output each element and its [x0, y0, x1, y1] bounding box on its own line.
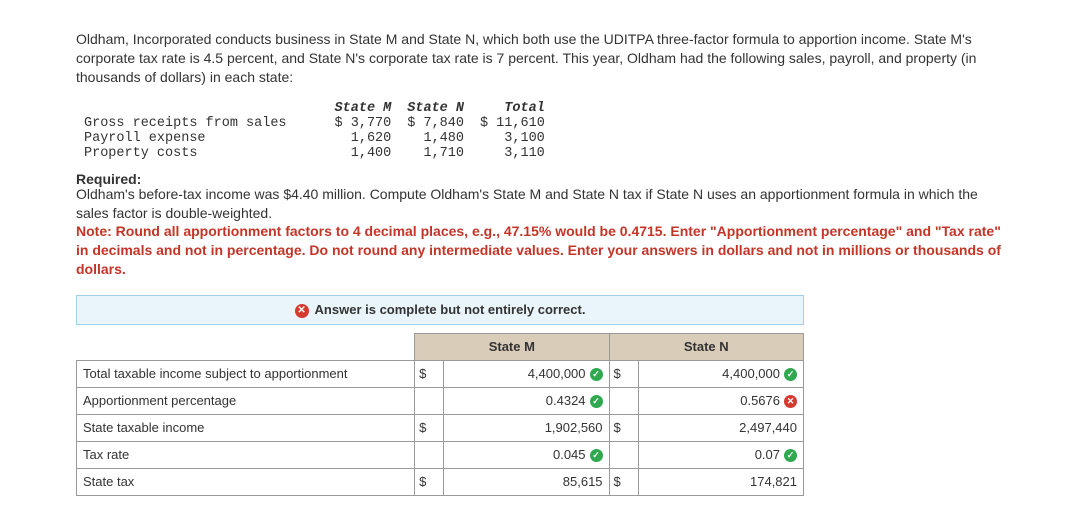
table-row: Total taxable income subject to apportio… — [77, 360, 804, 387]
cell: 1,620 — [327, 131, 400, 146]
value-cell[interactable]: 85,615 — [444, 468, 609, 495]
row-label: State taxable income — [77, 414, 415, 441]
cell: 1,710 — [399, 146, 472, 161]
value: 0.07 — [755, 447, 780, 462]
value-cell[interactable]: 0.5676 ✕ — [638, 387, 803, 414]
currency-cell: $ — [415, 468, 444, 495]
currency-cell: $ — [609, 414, 638, 441]
answer-table: State M State N Total taxable income sub… — [76, 333, 804, 496]
value: 85,615 — [563, 474, 603, 489]
cell: 1,480 — [399, 131, 472, 146]
currency-cell — [609, 441, 638, 468]
cell: 3,110 — [472, 146, 553, 161]
value: 0.045 — [553, 447, 586, 462]
problem-statement: Oldham, Incorporated conducts business i… — [76, 30, 1004, 87]
banner-text: Answer is complete but not entirely corr… — [315, 302, 586, 317]
value: 2,497,440 — [739, 420, 797, 435]
table-row: Payroll expense 1,620 1,480 3,100 — [76, 131, 553, 146]
answer-header-n: State N — [609, 333, 803, 360]
value: 174,821 — [750, 474, 797, 489]
cell: $ 3,770 — [327, 116, 400, 131]
cross-icon: ✕ — [784, 395, 797, 408]
value-cell[interactable]: 0.045 ✓ — [444, 441, 609, 468]
table-row: Property costs 1,400 1,710 3,110 — [76, 146, 553, 161]
row-label: Apportionment percentage — [77, 387, 415, 414]
cell: $ 7,840 — [399, 116, 472, 131]
value: 4,400,000 — [528, 366, 586, 381]
value-cell[interactable]: 4,400,000 ✓ — [444, 360, 609, 387]
currency-cell — [415, 441, 444, 468]
row-label: Tax rate — [77, 441, 415, 468]
check-icon: ✓ — [590, 368, 603, 381]
value-cell[interactable]: 2,497,440 — [638, 414, 803, 441]
row-label: Payroll expense — [76, 131, 327, 146]
cell: $ 11,610 — [472, 116, 553, 131]
currency-cell: $ — [609, 360, 638, 387]
note-text: Note: Round all apportionment factors to… — [76, 223, 1001, 277]
data-table-header-n: State N — [399, 101, 472, 116]
currency-cell — [609, 387, 638, 414]
table-row: State tax $ 85,615 $ 174,821 — [77, 468, 804, 495]
data-table: State M State N Total Gross receipts fro… — [76, 101, 553, 161]
check-icon: ✓ — [784, 449, 797, 462]
cell: 3,100 — [472, 131, 553, 146]
cell: 1,400 — [327, 146, 400, 161]
check-icon: ✓ — [590, 395, 603, 408]
value: 0.4324 — [546, 393, 586, 408]
answer-area: ✕ Answer is complete but not entirely cor… — [76, 295, 804, 496]
row-label: Gross receipts from sales — [76, 116, 327, 131]
table-row: Gross receipts from sales $ 3,770 $ 7,84… — [76, 116, 553, 131]
value-cell[interactable]: 0.4324 ✓ — [444, 387, 609, 414]
row-label: State tax — [77, 468, 415, 495]
row-label: Total taxable income subject to apportio… — [77, 360, 415, 387]
check-icon: ✓ — [784, 368, 797, 381]
check-icon: ✓ — [590, 449, 603, 462]
currency-cell — [415, 387, 444, 414]
currency-cell: $ — [415, 414, 444, 441]
value: 0.5676 — [740, 393, 780, 408]
currency-cell: $ — [609, 468, 638, 495]
value-cell[interactable]: 1,902,560 — [444, 414, 609, 441]
value-cell[interactable]: 0.07 ✓ — [638, 441, 803, 468]
corner-cell — [77, 333, 415, 360]
table-row: State taxable income $ 1,902,560 $ 2,497… — [77, 414, 804, 441]
table-row: Tax rate 0.045 ✓ 0.07 ✓ — [77, 441, 804, 468]
required-text: Oldham's before-tax income was $4.40 mil… — [76, 186, 978, 221]
currency-cell: $ — [415, 360, 444, 387]
row-label: Property costs — [76, 146, 327, 161]
value-cell[interactable]: 174,821 — [638, 468, 803, 495]
table-row: Apportionment percentage 0.4324 ✓ 0.5676 ✕ — [77, 387, 804, 414]
required-section: Oldham's before-tax income was $4.40 mil… — [76, 185, 1004, 279]
value: 4,400,000 — [722, 366, 780, 381]
cross-icon: ✕ — [295, 304, 309, 318]
value-cell[interactable]: 4,400,000 ✓ — [638, 360, 803, 387]
feedback-banner: ✕ Answer is complete but not entirely cor… — [76, 295, 804, 325]
data-table-header-blank — [76, 101, 327, 116]
data-table-header-m: State M — [327, 101, 400, 116]
answer-header-m: State M — [415, 333, 609, 360]
value: 1,902,560 — [545, 420, 603, 435]
data-table-header-t: Total — [472, 101, 553, 116]
